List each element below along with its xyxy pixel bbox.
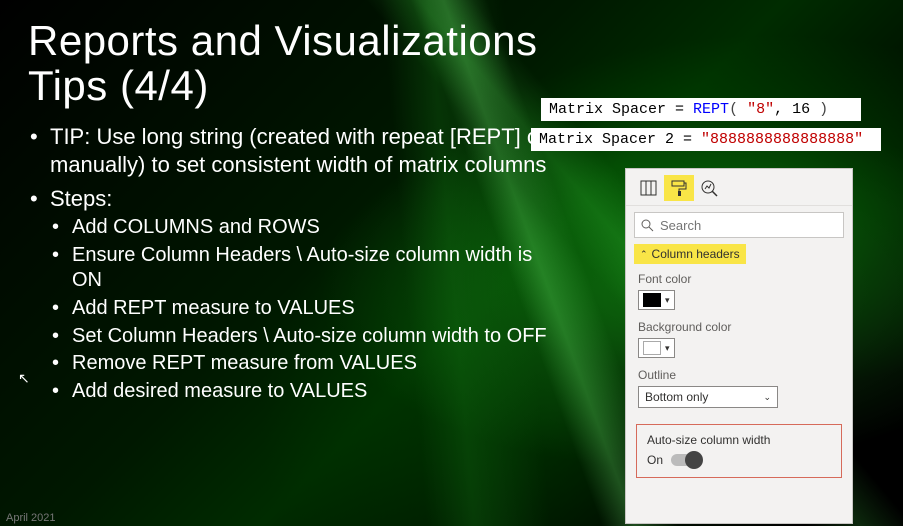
font-color-label: Font color [638,272,840,286]
step-item: Add REPT measure to VALUES [50,296,548,322]
tip-bullet: TIP: Use long string (created with repea… [28,123,548,179]
code-fn: REPT [693,101,729,118]
code2-eq: = [683,131,701,148]
footer-date: April 2021 [6,512,56,524]
font-color-group: Font color ▾ [626,272,852,320]
toggle-knob [685,451,703,469]
steps-label: Steps: [50,186,112,211]
code-lhs: Matrix Spacer [549,101,675,118]
code-eq: = [675,101,693,118]
step-item: Ensure Column Headers \ Auto-size column… [50,243,548,294]
outline-select[interactable]: Bottom only ⌄ [638,386,778,408]
code-arg1: "8" [747,101,774,118]
code-open: ( [729,101,747,118]
bg-color-picker[interactable]: ▾ [638,338,675,358]
bg-color-label: Background color [638,320,840,334]
autosize-callout: Auto-size column width On [636,424,842,478]
paint-roller-icon [670,179,688,197]
search-icon [641,219,654,232]
fields-tab[interactable] [634,175,664,201]
bg-color-group: Background color ▾ [626,320,852,368]
code2-val: "8888888888888888" [701,131,863,148]
search-input[interactable] [660,218,837,233]
title-line-1: Reports and Visualizations [28,17,538,64]
outline-group: Outline Bottom only ⌄ [626,368,852,418]
code2-lhs: Matrix Spacer 2 [539,131,683,148]
step-item: Add desired measure to VALUES [50,379,548,405]
mouse-cursor-icon: ↖ [18,370,30,387]
fields-icon [640,179,658,197]
autosize-state: On [647,453,663,467]
outline-value: Bottom only [645,390,708,404]
analytics-tab[interactable] [694,175,724,201]
chevron-down-icon: ▾ [665,343,670,354]
slide-title: Reports and Visualizations Tips (4/4) [28,18,875,109]
font-color-picker[interactable]: ▾ [638,290,675,310]
collapse-icon: ⌃ [640,249,648,260]
code-arg2: 16 [792,101,810,118]
autosize-toggle[interactable] [671,454,701,466]
bullet-list: TIP: Use long string (created with repea… [28,123,548,405]
step-item: Set Column Headers \ Auto-size column wi… [50,324,548,350]
section-header-label: Column headers [652,247,740,261]
format-pane: ⌃ Column headers Font color ▾ Background… [625,168,853,524]
chevron-down-icon: ⌄ [763,392,771,403]
font-color-swatch [643,293,661,307]
pane-tabs [626,169,852,206]
step-item: Remove REPT measure from VALUES [50,351,548,377]
autosize-toggle-row: On [647,453,831,467]
steps-bullet: Steps: Add COLUMNS and ROWS Ensure Colum… [28,185,548,404]
chevron-down-icon: ▾ [665,295,670,306]
magnify-chart-icon [700,179,718,197]
step-item: Add COLUMNS and ROWS [50,215,548,241]
slide: Reports and Visualizations Tips (4/4) TI… [0,0,903,526]
column-headers-section[interactable]: ⌃ Column headers [634,244,746,264]
autosize-label: Auto-size column width [647,433,831,447]
format-tab[interactable] [664,175,694,201]
code-close: ) [810,101,828,118]
dax-code-1: Matrix Spacer = REPT( "8", 16 ) [541,98,861,121]
code-comma: , [774,101,792,118]
dax-code-2: Matrix Spacer 2 = "8888888888888888" [531,128,881,151]
search-row[interactable] [634,212,844,238]
outline-label: Outline [638,368,840,382]
steps-list: Add COLUMNS and ROWS Ensure Column Heade… [50,215,548,404]
bg-color-swatch [643,341,661,355]
title-line-2: Tips (4/4) [28,62,209,109]
